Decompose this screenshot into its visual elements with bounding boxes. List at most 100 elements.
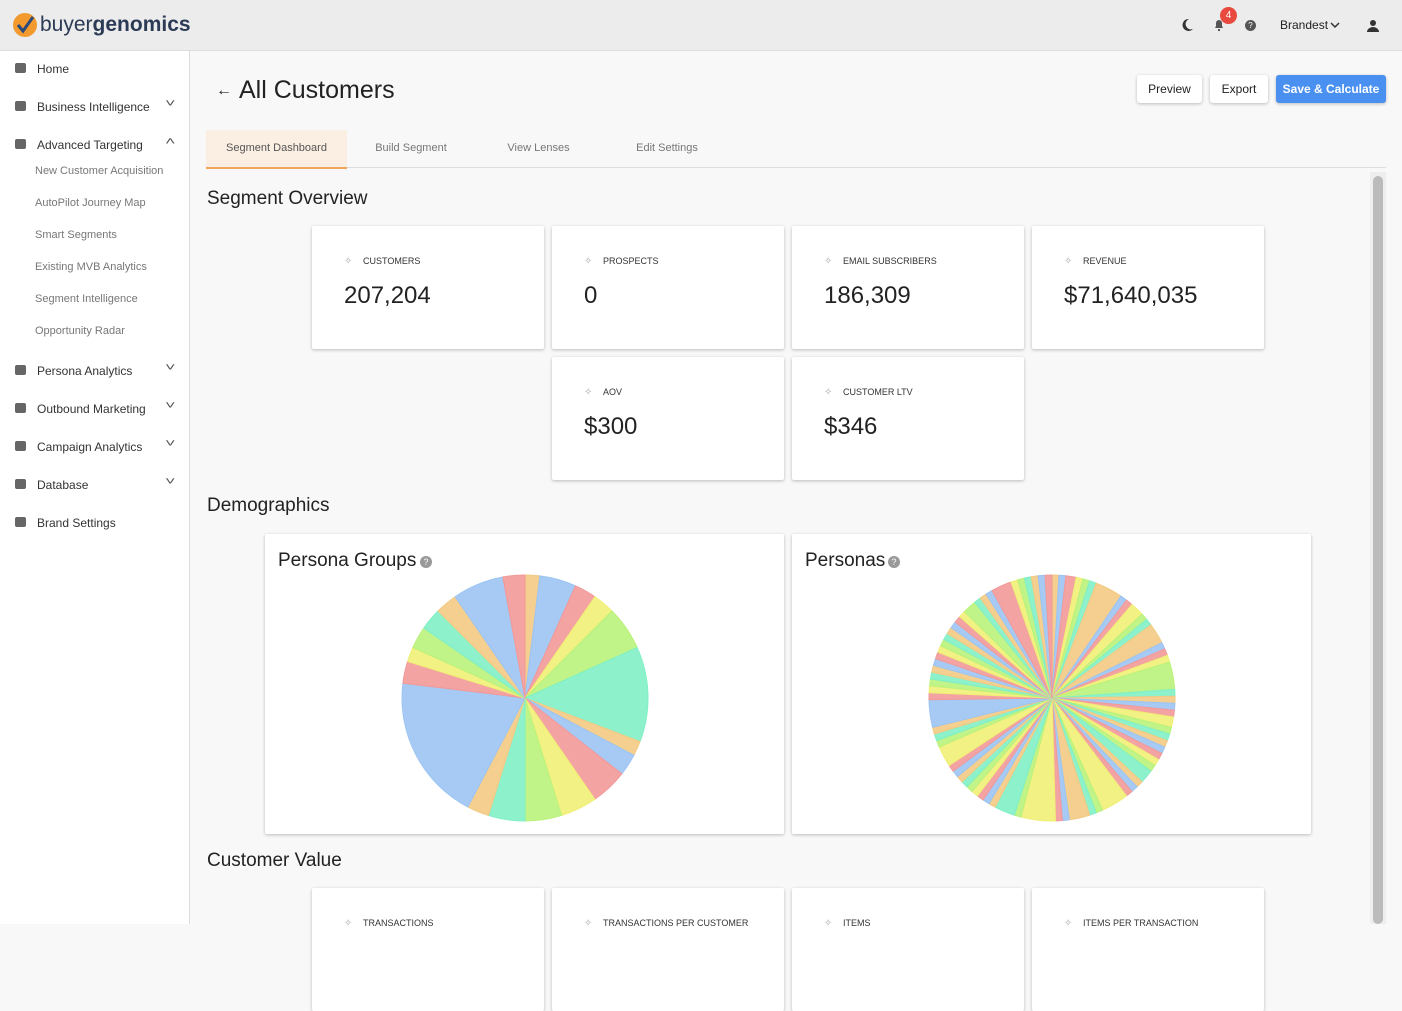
stat-icon: ✧ — [584, 387, 593, 398]
button[interactable]: Save & Calculate — [1276, 75, 1386, 103]
stat-label: CUSTOMERS — [363, 256, 421, 266]
nav-item[interactable]: Business Intelligence — [37, 100, 150, 114]
stat-label: TRANSACTIONS PER CUSTOMER — [603, 918, 749, 928]
nav-item[interactable]: Persona Analytics — [37, 364, 133, 378]
nav-item[interactable]: Advanced Targeting — [37, 138, 143, 152]
stat-value: 207,204 — [344, 282, 431, 309]
nav-subitem[interactable]: New Customer Acquisition — [35, 165, 164, 177]
page-title: All Customers — [239, 76, 395, 104]
stat-icon: ✧ — [344, 256, 353, 267]
nav-subitem[interactable]: AutoPilot Journey Map — [35, 197, 146, 209]
logo-icon — [13, 13, 37, 37]
nav-icon — [15, 441, 26, 451]
stat-card: ✧ AOV $300 — [552, 357, 784, 480]
page: buyergenomics 4 ? Brandest Home Business … — [0, 0, 1402, 929]
stat-card: ✧ CUSTOMER LTV $346 — [792, 357, 1024, 480]
nav-item[interactable]: Home — [37, 62, 70, 76]
stat-label: TRANSACTIONS — [363, 918, 434, 928]
nav-chevron[interactable]: ˅ — [165, 438, 176, 450]
user-menu[interactable]: Brandest — [1280, 18, 1329, 32]
nav-icon — [15, 517, 26, 527]
stat-icon: ✧ — [824, 256, 833, 267]
stat-icon: ✧ — [584, 256, 593, 267]
nav-subitem[interactable]: Existing MVB Analytics — [35, 261, 147, 273]
pie-slice — [502, 574, 526, 699]
stat-value: 0 — [584, 282, 598, 309]
nav-chevron[interactable]: ˅ — [165, 476, 176, 488]
nav-chevron[interactable]: ˅ — [165, 98, 176, 110]
nav-icon — [15, 139, 26, 149]
nav-item[interactable]: Brand Settings — [37, 516, 116, 530]
account-icon[interactable] — [1367, 19, 1379, 32]
logo-bold: genomics — [92, 13, 191, 36]
tab[interactable]: View Lenses — [507, 142, 570, 154]
stat-label: ITEMS — [843, 918, 871, 928]
tab[interactable]: Build Segment — [375, 142, 447, 154]
nav-chevron[interactable]: ˅ — [165, 400, 176, 412]
stat-label: AOV — [603, 387, 623, 397]
nav-icon — [15, 101, 26, 111]
chart-card: Persona Groups? — [265, 534, 784, 834]
tab[interactable]: Segment Dashboard — [206, 130, 347, 169]
scrollbar[interactable] — [1370, 172, 1386, 924]
tab[interactable]: Edit Settings — [636, 142, 698, 154]
button[interactable]: Export — [1210, 75, 1268, 103]
stat-card: ✧ ITEMS — [792, 888, 1024, 1011]
nav-chevron[interactable]: ˅ — [165, 362, 176, 374]
nav-icon — [15, 365, 26, 375]
stat-card: ✧ TRANSACTIONS — [312, 888, 544, 1011]
stat-icon: ✧ — [1064, 256, 1073, 267]
nav-item[interactable]: Campaign Analytics — [37, 440, 143, 454]
stat-icon: ✧ — [824, 387, 833, 398]
logo[interactable]: buyergenomics — [40, 13, 191, 37]
help-icon[interactable]: ? — [420, 556, 432, 568]
stat-card: ✧ CUSTOMERS 207,204 — [312, 226, 544, 349]
nav-icon — [15, 403, 26, 413]
nav-subitem[interactable]: Opportunity Radar — [35, 325, 125, 337]
chart-title: Personas — [805, 550, 886, 571]
help-icon[interactable]: ? — [1245, 20, 1256, 31]
chart-title: Persona Groups — [278, 550, 417, 571]
help-icon[interactable]: ? — [888, 556, 900, 568]
section-title: Demographics — [207, 495, 330, 516]
stat-label: EMAIL SUBSCRIBERS — [843, 256, 937, 266]
tab-divider — [206, 167, 1386, 168]
stat-value: $346 — [824, 413, 878, 440]
section-title: Customer Value — [207, 850, 342, 871]
stat-card: ✧ TRANSACTIONS PER CUSTOMER — [552, 888, 784, 1011]
stat-card: ✧ PROSPECTS 0 — [552, 226, 784, 349]
stat-card: ✧ EMAIL SUBSCRIBERS 186,309 — [792, 226, 1024, 349]
bell-icon[interactable] — [1212, 18, 1226, 32]
sidebar: Home Business Intelligence ˅ Advanced Targe… — [0, 51, 190, 924]
back-arrow[interactable]: ← — [216, 82, 232, 99]
stat-label: CUSTOMER LTV — [843, 387, 913, 397]
dark-mode-icon[interactable] — [1180, 18, 1194, 32]
nav-item[interactable]: Outbound Marketing — [37, 402, 146, 416]
stat-value: $71,640,035 — [1064, 282, 1198, 309]
pie-slice — [523, 646, 649, 743]
nav-icon — [15, 63, 26, 73]
stat-value: $300 — [584, 413, 638, 440]
nav-item[interactable]: Database — [37, 478, 89, 492]
pie-slice — [401, 682, 526, 808]
pie — [401, 574, 649, 822]
stat-label: ITEMS PER TRANSACTION — [1083, 918, 1199, 928]
chevron — [1330, 22, 1340, 29]
pie-slice — [1044, 574, 1053, 699]
chart-card: Personas? — [792, 534, 1311, 834]
logo-light: buyer — [40, 13, 93, 36]
nav-subitem[interactable]: Smart Segments — [35, 229, 117, 241]
nav-icon — [15, 479, 26, 489]
stat-value: 186,309 — [824, 282, 911, 309]
section-title: Segment Overview — [207, 188, 368, 209]
top-bar: buyergenomics 4 ? Brandest — [0, 0, 1402, 51]
nav-subitem[interactable]: Segment Intelligence — [35, 293, 138, 305]
stat-card: ✧ REVENUE $71,640,035 — [1032, 226, 1264, 349]
button[interactable]: Preview — [1137, 75, 1202, 103]
nav-chevron[interactable]: ˄ — [165, 136, 176, 148]
stat-card: ✧ ITEMS PER TRANSACTION — [1032, 888, 1264, 1011]
stat-label: REVENUE — [1083, 256, 1127, 266]
pie — [928, 574, 1176, 822]
stat-label: PROSPECTS — [603, 256, 659, 266]
notification-badge: 4 — [1220, 7, 1237, 24]
